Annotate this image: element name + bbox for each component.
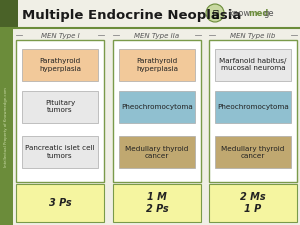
- Text: med: med: [248, 9, 268, 18]
- Text: MEN Type IIa: MEN Type IIa: [134, 33, 180, 39]
- Bar: [119, 136, 195, 168]
- Bar: [209, 40, 297, 182]
- Circle shape: [206, 4, 224, 22]
- Bar: [215, 136, 291, 168]
- Bar: [119, 91, 195, 123]
- Text: Pituitary
tumors: Pituitary tumors: [45, 101, 75, 113]
- Bar: [215, 49, 291, 81]
- Text: Parathyroid
hyperplasia: Parathyroid hyperplasia: [39, 58, 81, 72]
- Bar: [113, 184, 201, 222]
- Text: Intellectual Property of Knowmedge.com: Intellectual Property of Knowmedge.com: [4, 87, 8, 167]
- Text: Multiple Endocrine Neoplasia: Multiple Endocrine Neoplasia: [22, 9, 242, 22]
- Bar: [0, 0, 18, 28]
- Text: MEN Type IIb: MEN Type IIb: [230, 33, 276, 39]
- Text: 1 M
2 Ps: 1 M 2 Ps: [146, 192, 168, 214]
- Text: 3 Ps: 3 Ps: [49, 198, 71, 208]
- Bar: [119, 49, 195, 81]
- Text: know: know: [228, 9, 250, 18]
- Bar: [113, 40, 201, 182]
- Text: Medullary thyroid
cancer: Medullary thyroid cancer: [221, 146, 285, 158]
- Text: Marfanoid habitus/
mucosal neuroma: Marfanoid habitus/ mucosal neuroma: [219, 58, 287, 72]
- Text: Pheochromocytoma: Pheochromocytoma: [121, 104, 193, 110]
- Bar: [22, 136, 98, 168]
- Bar: [16, 184, 104, 222]
- Text: ge: ge: [264, 9, 274, 18]
- Text: 👤: 👤: [212, 8, 218, 18]
- Bar: [215, 91, 291, 123]
- Text: MEN Type I: MEN Type I: [40, 33, 80, 39]
- Text: Pheochromocytoma: Pheochromocytoma: [217, 104, 289, 110]
- Bar: [209, 184, 297, 222]
- Bar: [22, 91, 98, 123]
- Bar: [16, 40, 104, 182]
- Text: Parathyroid
hyperplasia: Parathyroid hyperplasia: [136, 58, 178, 72]
- Text: 2 Ms
1 P: 2 Ms 1 P: [240, 192, 266, 214]
- Text: Pancreatic islet cell
tumors: Pancreatic islet cell tumors: [25, 146, 95, 158]
- Bar: [22, 49, 98, 81]
- Bar: [0, 28, 13, 225]
- Text: Medullary thyroid
cancer: Medullary thyroid cancer: [125, 146, 189, 158]
